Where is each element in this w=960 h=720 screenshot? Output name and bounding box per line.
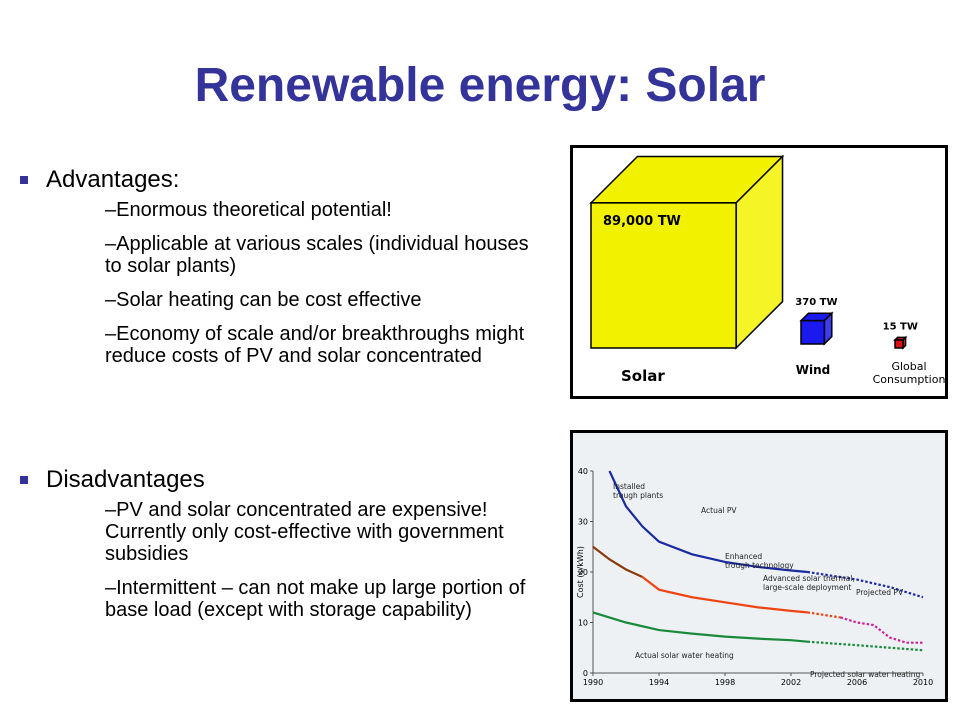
category-label: Wind [796, 363, 830, 377]
list-item: –Intermittent – can not make up large po… [18, 577, 545, 621]
cube-diagram: 89,000 TW Solar 370 TW Wind 15 TW Global Consu… [589, 154, 945, 386]
annotation: Actual solar water heating [635, 651, 734, 660]
series-line [807, 640, 924, 652]
x-tick-label: 1998 [715, 678, 735, 687]
cube [800, 319, 826, 345]
series-line [807, 570, 924, 599]
annotation: Projected solar water heating [810, 670, 921, 679]
cube [894, 339, 904, 349]
item-text: PV and solar concentrated are expensive!… [105, 499, 504, 565]
annotation: Actual PV [701, 506, 737, 515]
item-text: Solar heating can be cost effective [116, 289, 422, 311]
series-line [608, 470, 808, 574]
dash: – [105, 289, 117, 311]
item-text: Economy of scale and/or breakthroughs mi… [105, 323, 525, 367]
x-tick-label: 1994 [649, 678, 669, 687]
list: –PV and solar concentrated are expensive… [18, 499, 548, 621]
heading-text: Advantages: [46, 166, 180, 193]
slide-title: Renewable energy: Solar [194, 59, 766, 112]
annotation: Projected PV [856, 588, 904, 597]
series-line [840, 616, 923, 644]
annotation: Advanced solar thermal, large-scale deplo… [763, 574, 855, 592]
advantages: Advantages: –Enormous theoretical potent… [18, 165, 548, 379]
y-tick-label: 10 [578, 619, 588, 628]
category-label: Global Consumption [873, 360, 945, 386]
list: –Enormous theoretical potential! –Applica… [18, 199, 548, 367]
item-text: Intermittent – can not make up large por… [105, 577, 526, 621]
series-line [807, 611, 841, 619]
annotation: Installed trough plants [613, 482, 663, 500]
disadvantages: Disadvantages –PV and solar concentrated… [18, 465, 548, 633]
item-text: Applicable at various scales (individual… [105, 233, 529, 277]
annotation: Enhanced trough technology [725, 552, 794, 570]
value-label: 370 TW [795, 297, 837, 308]
list-item: –Economy of scale and/or breakthroughs m… [18, 323, 545, 367]
bullet [20, 176, 28, 184]
list-item: –Applicable at various scales (individua… [18, 233, 545, 277]
y-tick-label: 40 [578, 467, 588, 476]
list-item: –Enormous theoretical potential! [18, 199, 545, 221]
series-line [592, 611, 808, 643]
dash: – [105, 577, 117, 599]
category-label: Solar [621, 367, 665, 385]
heading: Advantages: [18, 165, 548, 195]
list-item: –PV and solar concentrated are expensive… [18, 499, 545, 565]
y-tick-label: 20 [578, 568, 588, 577]
x-tick-label: 2002 [781, 678, 801, 687]
heading: Disadvantages [18, 465, 548, 495]
y-tick-label: 0 [583, 669, 588, 678]
y-tick-label: 30 [578, 518, 588, 527]
dash: – [105, 323, 117, 345]
dash: – [105, 499, 117, 521]
value-label: 15 TW [883, 321, 918, 332]
series-line [641, 576, 808, 614]
dash: – [105, 199, 117, 221]
heading-text: Disadvantages [46, 466, 205, 493]
value-label: 89,000 TW [603, 214, 681, 229]
series-line [592, 545, 643, 579]
dash: – [105, 233, 117, 255]
chart: 0 10 20 30 40 1990 1994 1998 2002 2006 2010 Cost (¢… [576, 467, 933, 687]
list-item: –Solar heating can be cost effective [18, 289, 545, 311]
cost-chart: 0 10 20 30 40 1990 1994 1998 2002 2006 2010 Cost (¢… [570, 430, 948, 702]
bullet [20, 476, 28, 484]
x-tick-label: 1990 [583, 678, 603, 687]
y-axis-label: Cost (¢/kWh) [576, 546, 585, 598]
cube [590, 202, 737, 349]
item-text: Enormous theoretical potential! [116, 199, 392, 221]
cube-figure: 89,000 TW Solar 370 TW Wind 15 TW Global Consu… [570, 145, 948, 399]
x-tick-label: 2006 [847, 678, 867, 687]
x-tick-label: 2010 [913, 678, 933, 687]
